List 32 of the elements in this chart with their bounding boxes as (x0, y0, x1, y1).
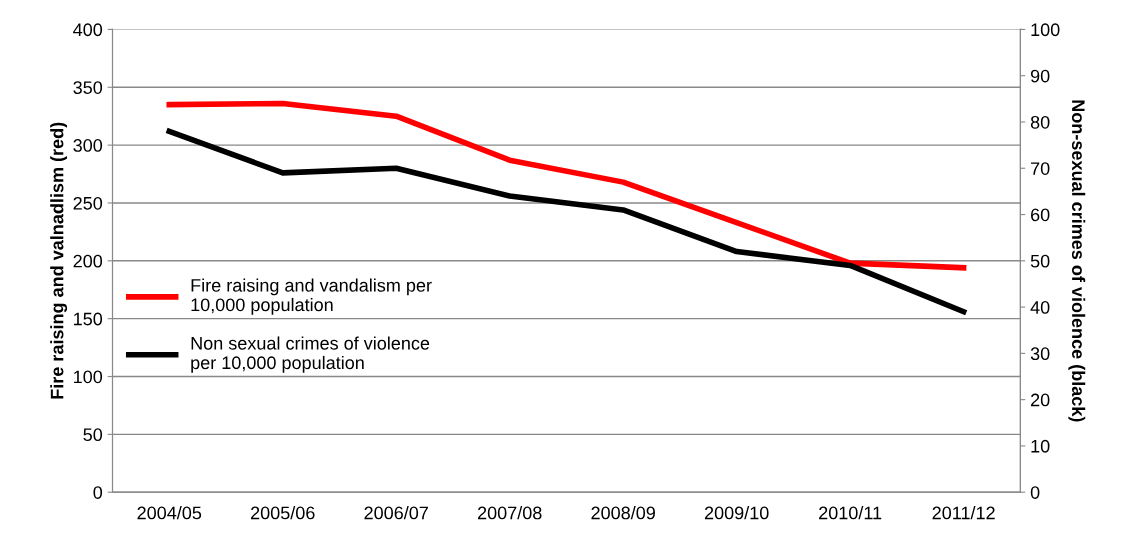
y-tick-label: 100 (74, 370, 103, 384)
y-tick-label: 300 (73, 139, 103, 152)
y-axis-title: Fire raising and valnadlism (red) (50, 122, 68, 399)
y2-axis-title: Non-sexual crimes of violence (black) (1068, 100, 1086, 422)
legend-label: Non sexual crimes of violence per 10,000 population (191, 336, 430, 373)
y-tick-label: 50 (83, 428, 103, 442)
y-tick-label: 200 (73, 254, 103, 268)
legend-label: Fire raising and vandalism per 10,000 population (191, 278, 432, 315)
y2-tick-label: 10 (1031, 439, 1050, 453)
y-tick-label: 400 (73, 23, 103, 37)
y2-tick-label: 30 (1030, 347, 1050, 361)
x-tick-label: 2007/08 (477, 506, 542, 520)
x-tick-label: 2006/07 (364, 506, 428, 520)
y2-tick-label: 80 (1030, 115, 1050, 129)
x-tick-label: 2010/11 (819, 506, 882, 520)
x-tick-label: 2011/12 (932, 506, 995, 520)
x-tick-label: 2005/06 (251, 506, 315, 520)
y2-tick-label: 70 (1031, 162, 1050, 175)
y-tick-label: 350 (73, 81, 103, 94)
y2-tick-label: 60 (1031, 208, 1050, 222)
y2-tick-label: 40 (1030, 301, 1050, 314)
x-tick-label: 2008/09 (591, 506, 655, 520)
y2-tick-label: 20 (1031, 393, 1050, 407)
y2-tick-label: 100 (1031, 23, 1060, 37)
y2-tick-label: 50 (1030, 254, 1050, 268)
y-tick-label: 250 (73, 196, 103, 210)
y2-tick-label: 0 (1030, 486, 1040, 499)
y2-tick-label: 90 (1030, 69, 1050, 83)
y-tick-label: 0 (93, 486, 103, 499)
x-tick-label: 2009/10 (704, 506, 769, 520)
x-tick-label: 2004/05 (137, 506, 202, 520)
y-tick-label: 150 (74, 312, 103, 326)
